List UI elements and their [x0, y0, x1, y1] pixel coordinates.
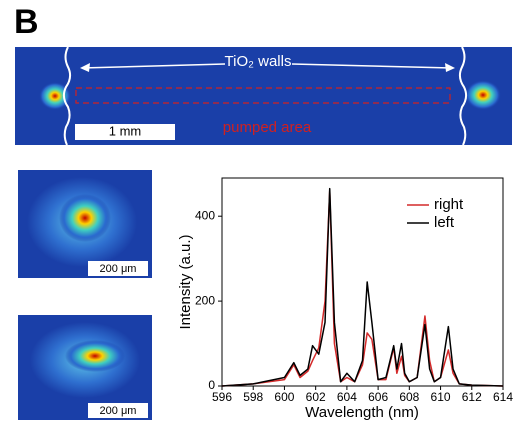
pumped-region [75, 87, 451, 104]
hot-spot [65, 340, 125, 372]
panel-label: B [14, 3, 39, 41]
x-tick-label: 602 [306, 390, 326, 404]
top-image: TiO₂ walls 1 mm pumped area [15, 46, 512, 146]
scale-bar [75, 124, 175, 140]
scale-label: 200 μm [100, 263, 137, 275]
legend-label: left [434, 214, 455, 231]
x-tick-label: 604 [337, 390, 357, 404]
y-tick-label: 200 [195, 293, 215, 307]
inset-image: 200 μm [18, 170, 152, 278]
y-tick-label: 400 [195, 208, 215, 222]
scale-label: 1 mm [109, 123, 142, 138]
plot-frame [221, 177, 504, 387]
hot-spot [465, 80, 501, 110]
y-axis-label: Intensity (a.u.) [177, 234, 194, 329]
arrow [81, 63, 226, 69]
arrowhead [80, 63, 90, 72]
hot-spot [59, 194, 111, 242]
scale-bar [88, 261, 148, 276]
legend-label: right [434, 196, 464, 213]
x-tick-label: 612 [462, 390, 482, 404]
x-tick-label: 596 [212, 390, 232, 404]
y-tick-label: 0 [208, 378, 215, 392]
x-tick-label: 600 [274, 390, 294, 404]
scale-label: 200 μm [100, 405, 137, 417]
region-label: pumped area [223, 119, 312, 136]
x-tick-label: 610 [431, 390, 451, 404]
x-tick-label: 608 [399, 390, 419, 404]
x-tick-label: 598 [243, 390, 263, 404]
scale-bar [88, 403, 148, 418]
wall-line [458, 46, 468, 146]
walls-label: TiO₂ walls [225, 53, 292, 70]
x-tick-label: 614 [493, 390, 513, 404]
x-axis-label: Wavelength (nm) [305, 404, 419, 421]
wall-line [62, 46, 72, 146]
x-tick-label: 606 [368, 390, 388, 404]
inset-image: 200 μm [18, 315, 152, 420]
series-line [221, 187, 504, 387]
hot-spot [39, 82, 71, 110]
arrowhead [445, 63, 455, 72]
arrow [291, 63, 453, 69]
